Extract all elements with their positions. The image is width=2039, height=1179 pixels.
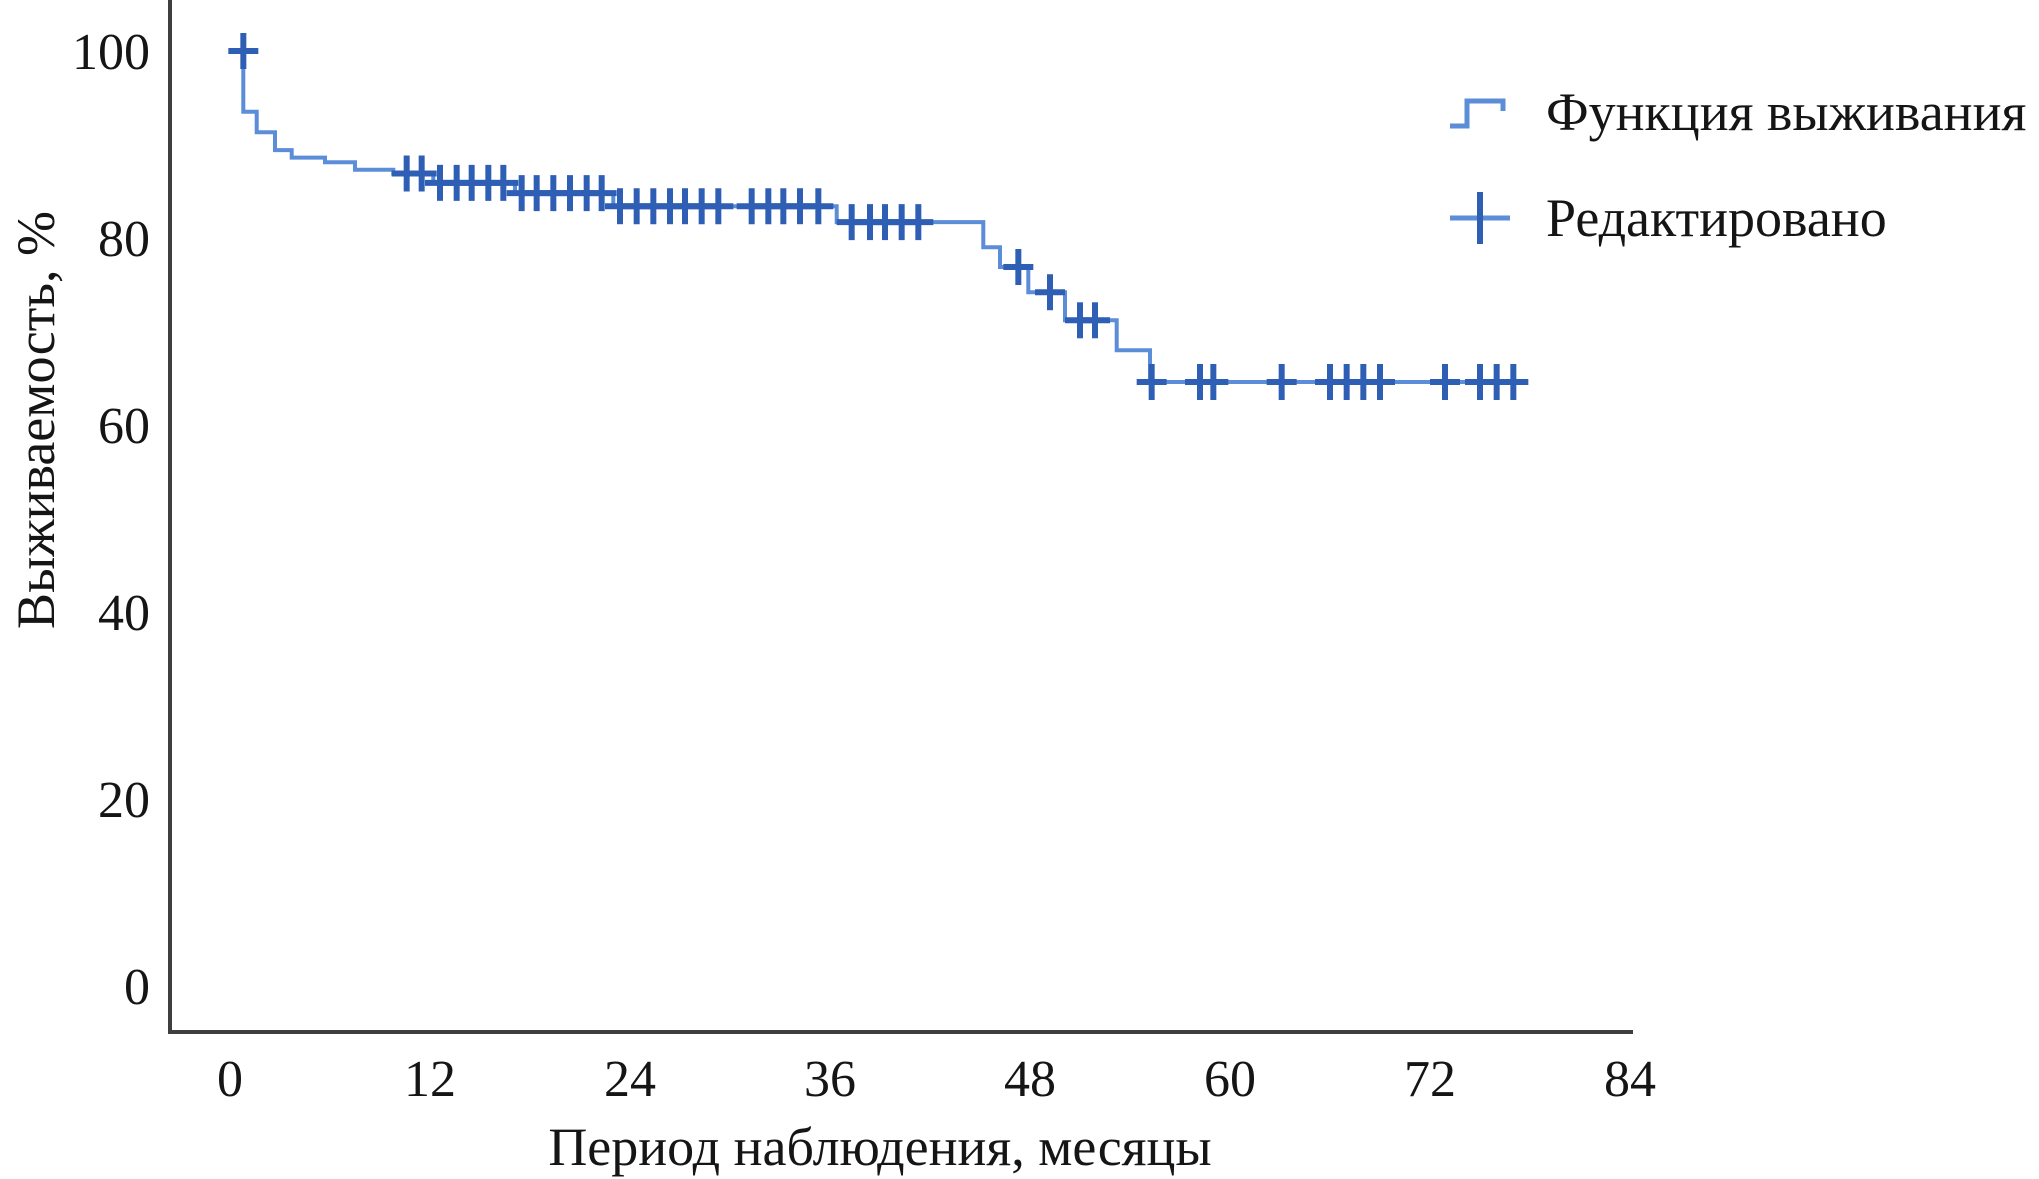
x-tick-label: 0	[217, 1051, 243, 1108]
legend-item-survival-function: Функция выживания	[1448, 74, 2026, 150]
x-tick-label: 84	[1604, 1051, 1656, 1108]
x-axis-title: Период наблюдения, месяцы	[548, 1117, 1212, 1177]
x-tick-label: 24	[604, 1051, 656, 1108]
legend-label-survival-function: Функция выживания	[1546, 82, 2027, 142]
x-tick-label: 72	[1404, 1051, 1456, 1108]
x-tick-label: 36	[804, 1051, 856, 1108]
legend: Функция выживания Редактировано	[1448, 74, 2026, 256]
y-tick-label: 60	[98, 398, 150, 455]
legend-item-censored: Редактировано	[1448, 180, 2026, 256]
y-tick-label: 20	[98, 772, 150, 829]
censored-plus-icon	[1450, 192, 1510, 244]
survival-step-icon	[1450, 98, 1506, 129]
x-tick-label: 12	[404, 1051, 456, 1108]
y-axis-title: Выживаемость, %	[6, 211, 66, 629]
censor-marks	[228, 33, 1529, 400]
y-tick-label: 0	[124, 959, 150, 1016]
x-tick-label: 60	[1204, 1051, 1256, 1108]
y-tick-label: 100	[72, 24, 150, 81]
y-tick-label: 80	[98, 211, 150, 268]
legend-label-censored: Редактировано	[1546, 188, 1887, 248]
x-tick-label: 48	[1004, 1051, 1056, 1108]
y-tick-label: 40	[98, 585, 150, 642]
